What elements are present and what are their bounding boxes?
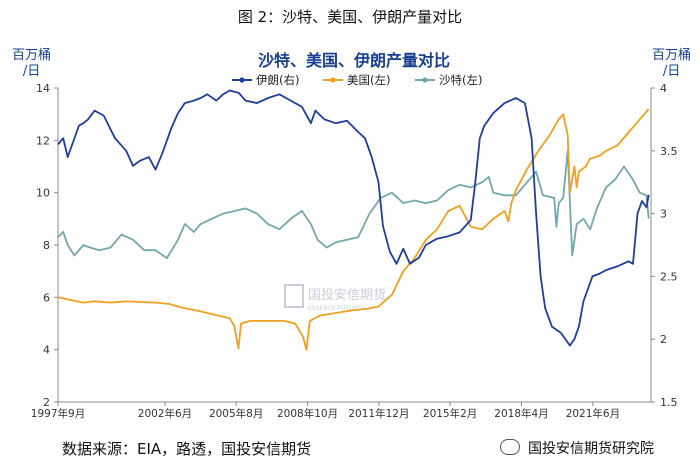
left-tick-label: 14 <box>36 82 50 95</box>
right-tick-label: 2.5 <box>660 270 678 283</box>
right-tick-label: 3 <box>660 208 667 221</box>
left-tick-label: 6 <box>43 291 50 304</box>
right-tick-label: 3.5 <box>660 145 678 158</box>
watermark-name: 国投安信期货 <box>308 287 386 303</box>
wechat-account: 国投安信期货研究院 <box>500 438 654 458</box>
chart-title: 沙特、美国、伊朗产量对比 <box>258 51 450 70</box>
right-axis-unit-line1: 百万桶 <box>652 48 692 63</box>
legend-label-us: 美国(左) <box>347 73 390 87</box>
left-axis-unit-line2: /日 <box>22 64 41 79</box>
x-tick-label: 2018年4月 <box>494 407 548 420</box>
axes: 2 4 6 8 10 12 14 1.5 2 2.5 3 3.5 4 1997年9月 2002年6月 2005… <box>31 82 678 420</box>
legend-label-iran: 伊朗(右) <box>256 73 299 87</box>
legend: 伊朗(右) 美国(左) 沙特(左) <box>232 73 482 87</box>
x-tick-label: 2002年6月 <box>138 407 192 420</box>
source-note: 数据来源：EIA，路透，国投安信期货 <box>62 440 312 458</box>
x-tick-label: 2008年10月 <box>277 407 338 420</box>
x-tick-label: 2021年6月 <box>566 407 620 420</box>
right-tick-label: 2 <box>660 333 667 346</box>
x-tick-label: 2011年12月 <box>348 407 409 420</box>
legend-marker-saudi <box>422 77 428 83</box>
series-line-us <box>57 108 650 351</box>
figure-title: 图 2：沙特、美国、伊朗产量对比 <box>237 8 463 26</box>
legend-marker-iran <box>239 77 245 83</box>
left-tick-label: 4 <box>43 344 50 357</box>
left-axis-unit: 百万桶 /日 <box>12 48 51 80</box>
series-line-iran <box>57 89 650 347</box>
wechat-label: 国投安信期货研究院 <box>528 441 654 457</box>
right-axis-unit-line2: /日 <box>662 64 681 79</box>
watermark-sub: ESSENCE FUTURES <box>308 305 365 312</box>
left-tick-label: 8 <box>43 239 50 252</box>
x-tick-label: 2015年2月 <box>423 407 477 420</box>
series-line-saudi <box>57 149 650 260</box>
x-tick-label: 2005年8月 <box>209 407 263 420</box>
right-tick-label: 1.5 <box>660 396 678 409</box>
watermark-logo-icon <box>284 284 304 308</box>
right-axis-unit: 百万桶 /日 <box>652 48 691 80</box>
wechat-icon <box>500 439 520 455</box>
left-axis-unit-line1: 百万桶 <box>12 48 52 63</box>
legend-label-saudi: 沙特(左) <box>439 73 482 87</box>
right-tick-label: 4 <box>660 82 667 95</box>
left-tick-label: 2 <box>43 396 50 409</box>
x-tick-label: 1997年9月 <box>31 407 85 420</box>
legend-marker-us <box>330 77 336 83</box>
watermark: 国投安信期货 ESSENCE FUTURES <box>284 284 386 312</box>
left-tick-label: 10 <box>36 187 50 200</box>
left-tick-label: 12 <box>36 134 50 147</box>
series-lines <box>57 89 650 351</box>
